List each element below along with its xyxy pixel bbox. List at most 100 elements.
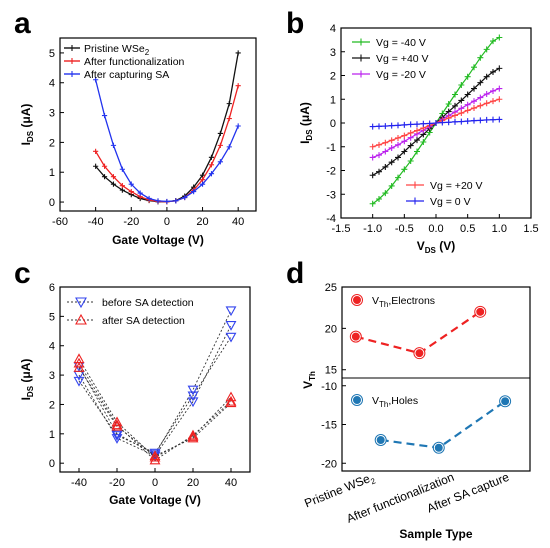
legend-entry: VTh,Holes [372, 395, 418, 409]
data-point [483, 46, 490, 53]
data-point [111, 431, 123, 441]
y-tick-label: 15 [325, 365, 337, 377]
plot-frame [341, 286, 531, 472]
x-axis-label: Sample Type [399, 527, 472, 541]
data-point [483, 73, 490, 80]
data-point [490, 68, 496, 75]
data-point [146, 195, 152, 202]
x-tick-label: 20 [196, 216, 208, 228]
legend-swatch-ring [351, 394, 363, 406]
series-line [95, 79, 239, 203]
y-tick-label: 3 [49, 370, 55, 382]
x-tick-label: -1.5 [332, 223, 351, 235]
data-point [111, 420, 123, 431]
data-point [382, 190, 389, 197]
data-point [235, 50, 241, 56]
data-point [191, 189, 197, 195]
data-point [464, 91, 471, 98]
legend-entry: After functionalization [84, 56, 185, 68]
data-point [357, 54, 365, 62]
data-point [477, 54, 484, 61]
panel-d-chart: 152025VTh,Electrons-20-15-10VTh,HolesPri… [301, 282, 531, 541]
data-point [225, 395, 237, 406]
data-point [235, 83, 241, 89]
data-point [420, 139, 427, 145]
data-point [500, 396, 511, 407]
panel-label-a: a [14, 7, 31, 40]
series-line [380, 400, 506, 449]
data-point [69, 58, 75, 64]
x-tick-label: -0.5 [395, 223, 414, 235]
legend-label: Vg = -40 V [376, 37, 426, 49]
y-axis-label-main: V [301, 381, 315, 389]
data-point [110, 181, 117, 187]
data-point [458, 82, 465, 88]
data-point [388, 182, 395, 189]
y-tick-label: -15 [321, 420, 337, 432]
series-line [78, 363, 232, 461]
series-line [78, 367, 232, 457]
legend-entry: VTh,Electrons [372, 295, 435, 309]
data-point [496, 96, 503, 103]
data-point [73, 362, 85, 372]
x-axis-label-sub: DS [425, 246, 437, 255]
legend-label: V [372, 395, 379, 407]
series-line [78, 324, 232, 457]
y-axis-label-unit: (μA) [19, 359, 33, 386]
data-point [496, 65, 503, 72]
x-tick-label: 1.5 [523, 223, 538, 235]
panel-label-d: d [286, 257, 304, 290]
y-tick-label: 4 [330, 23, 336, 35]
data-point [369, 154, 376, 161]
data-point [376, 196, 382, 202]
data-point [426, 120, 433, 127]
data-point [225, 391, 237, 402]
y-axis-label-main: I [19, 142, 33, 145]
y-axis-label-unit: (μA) [298, 102, 312, 129]
data-point-ring [432, 441, 445, 454]
data-point [388, 137, 395, 144]
y-axis-label-sub: DS [26, 130, 35, 142]
data-point [187, 397, 199, 408]
y-tick-label: 3 [49, 108, 55, 120]
data-point [395, 174, 401, 181]
y-axis-label-main: I [19, 397, 33, 400]
panel-label-c: c [14, 257, 31, 290]
y-tick-label: 5 [49, 311, 55, 323]
data-point [93, 148, 99, 154]
series-line [78, 336, 232, 454]
data-point [471, 105, 477, 112]
data-point [164, 198, 170, 205]
legend-entry: Pristine WSe2 [84, 43, 150, 57]
data-point [471, 98, 477, 105]
y-axis-label: IDS (μA) [298, 102, 314, 144]
y-tick-label: 6 [49, 282, 55, 294]
x-axis-label-main: V [417, 239, 425, 253]
data-point [208, 162, 215, 168]
data-point [93, 77, 99, 83]
y-tick-label: -1 [326, 142, 336, 154]
data-point [225, 306, 237, 317]
data-point [395, 154, 401, 161]
data-point [452, 91, 458, 98]
data-point [407, 142, 414, 149]
data-point [458, 97, 465, 104]
data-point [69, 71, 75, 77]
data-point [155, 198, 161, 204]
data-point [226, 144, 232, 150]
data-point [471, 85, 477, 92]
legend-label: Vg = -20 V [376, 69, 426, 81]
data-point [388, 159, 395, 166]
data-point [477, 79, 484, 86]
data-point [483, 100, 490, 107]
data-point [182, 194, 188, 201]
data-point [458, 110, 465, 117]
legend-entry: After capturing SA [84, 69, 169, 81]
legend-swatch [352, 295, 362, 305]
legend-label-sub: Th [379, 300, 388, 309]
y-tick-label: 5 [49, 48, 55, 60]
data-point [407, 121, 414, 128]
y-tick-label: -10 [321, 381, 337, 393]
legend-label-rest: ,Holes [388, 395, 418, 407]
data-point [496, 85, 503, 92]
